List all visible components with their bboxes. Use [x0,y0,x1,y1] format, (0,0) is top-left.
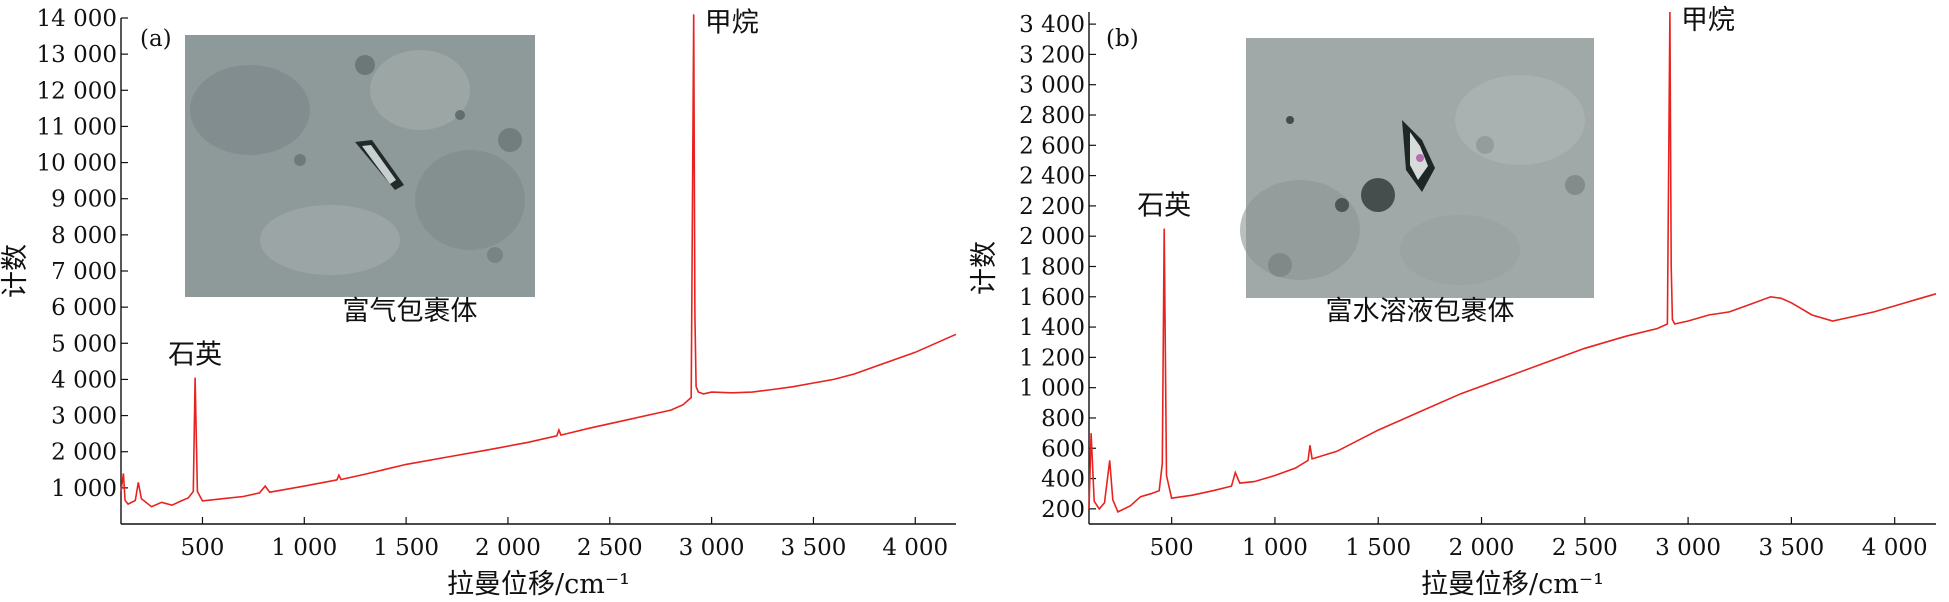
a-y-tick-label: 1 000 [51,476,117,502]
a-y-tick-label: 10 000 [37,151,117,177]
b-x-tick-label: 2 000 [1449,535,1515,561]
a-x-tick-label: 1 000 [271,535,337,561]
b-x-tick-label: 3 000 [1655,535,1721,561]
b-y-tick-label: 1 000 [1019,376,1085,402]
b-y-tick-label: 2 000 [1019,224,1085,250]
b-x-tick-label: 3 500 [1758,535,1824,561]
a-y-tick-label: 11 000 [37,114,117,140]
panel-a-inset-photo [185,35,535,297]
b-y-tick-label: 3 400 [1019,12,1085,38]
a-x-tick-label: 2 500 [577,535,643,561]
panel-b-x-axis-label: 拉曼位移/cm⁻¹ [1421,569,1604,600]
panel-b-inset-caption: 富水溶液包裹体 [1326,296,1515,327]
a-x-tick-label: 4 000 [882,535,948,561]
a-annotation-label: 甲烷 [705,7,759,38]
b-annotation-label: 甲烷 [1681,5,1735,36]
panel-b-annotations: 石英 甲烷 [1137,5,1735,222]
b-y-tick-label: 2 800 [1019,103,1085,129]
a-annotation-label: 石英 [168,340,222,371]
a-x-tick-label: 500 [181,535,225,561]
panel-a-annotations: 石英 甲烷 [168,7,759,370]
panel-b-label: (b) [1106,26,1139,52]
a-y-tick-label: 8 000 [51,223,117,249]
b-y-tick-label: 200 [1041,497,1085,523]
a-x-tick-label: 2 000 [475,535,541,561]
b-y-tick-label: 1 400 [1019,315,1085,341]
b-x-tick-label: 2 500 [1552,535,1618,561]
panel-b-y-axis-label: 计数 [969,241,1000,295]
b-y-tick-label: 2 600 [1019,133,1085,159]
b-annotation-label: 石英 [1137,191,1191,222]
panel-b: (b) 富水溶液包裹体 500 1 000 1 500 2 000 2 500 3 000… [969,5,1937,600]
panel-a: (a) 富气包裹体 500 1 000 1 500 2 000 2 500 3 000 3 … [0,6,957,600]
a-y-tick-label: 14 000 [37,6,117,32]
b-x-tick-label: 4 000 [1862,535,1928,561]
b-y-tick-label: 2 400 [1019,164,1085,190]
a-y-tick-label: 9 000 [51,187,117,213]
b-y-tick-label: 2 200 [1019,194,1085,220]
a-x-tick-label: 3 000 [679,535,745,561]
a-y-tick-label: 6 000 [51,295,117,321]
b-y-tick-label: 1 200 [1019,345,1085,371]
panel-b-series-line [1088,11,1937,513]
a-x-tick-label: 1 500 [373,535,439,561]
panel-b-inset-photo [1240,38,1594,298]
b-y-tick-label: 800 [1041,406,1085,432]
panel-b-ticks: 500 1 000 1 500 2 000 2 500 3 000 3 500 4 000 20… [1019,12,1927,561]
a-y-tick-label: 13 000 [37,42,117,68]
b-x-tick-label: 1 000 [1242,535,1308,561]
b-y-tick-label: 3 000 [1019,73,1085,99]
a-y-tick-label: 12 000 [37,78,117,104]
b-y-tick-label: 600 [1041,436,1085,462]
panel-a-label: (a) [140,26,172,52]
panel-a-y-axis-label: 计数 [0,244,31,298]
b-x-tick-label: 500 [1150,535,1194,561]
panel-a-ticks: 500 1 000 1 500 2 000 2 500 3 000 3 500 4 000 1 … [37,6,949,561]
a-y-tick-label: 5 000 [51,331,117,357]
a-x-tick-label: 3 500 [781,535,847,561]
a-y-tick-label: 7 000 [51,259,117,285]
b-y-tick-label: 400 [1041,467,1085,493]
panel-a-inset-caption: 富气包裹体 [343,296,478,327]
a-y-tick-label: 4 000 [51,367,117,393]
a-y-tick-label: 3 000 [51,404,117,430]
panel-b-axes [1088,12,1936,525]
b-y-tick-label: 1 600 [1019,285,1085,311]
b-y-tick-label: 1 800 [1019,254,1085,280]
panel-a-series-line [120,14,957,508]
b-y-tick-label: 3 200 [1019,42,1085,68]
a-y-tick-label: 2 000 [51,440,117,466]
b-x-tick-label: 1 500 [1345,535,1411,561]
panel-a-x-axis-label: 拉曼位移/cm⁻¹ [447,569,630,600]
